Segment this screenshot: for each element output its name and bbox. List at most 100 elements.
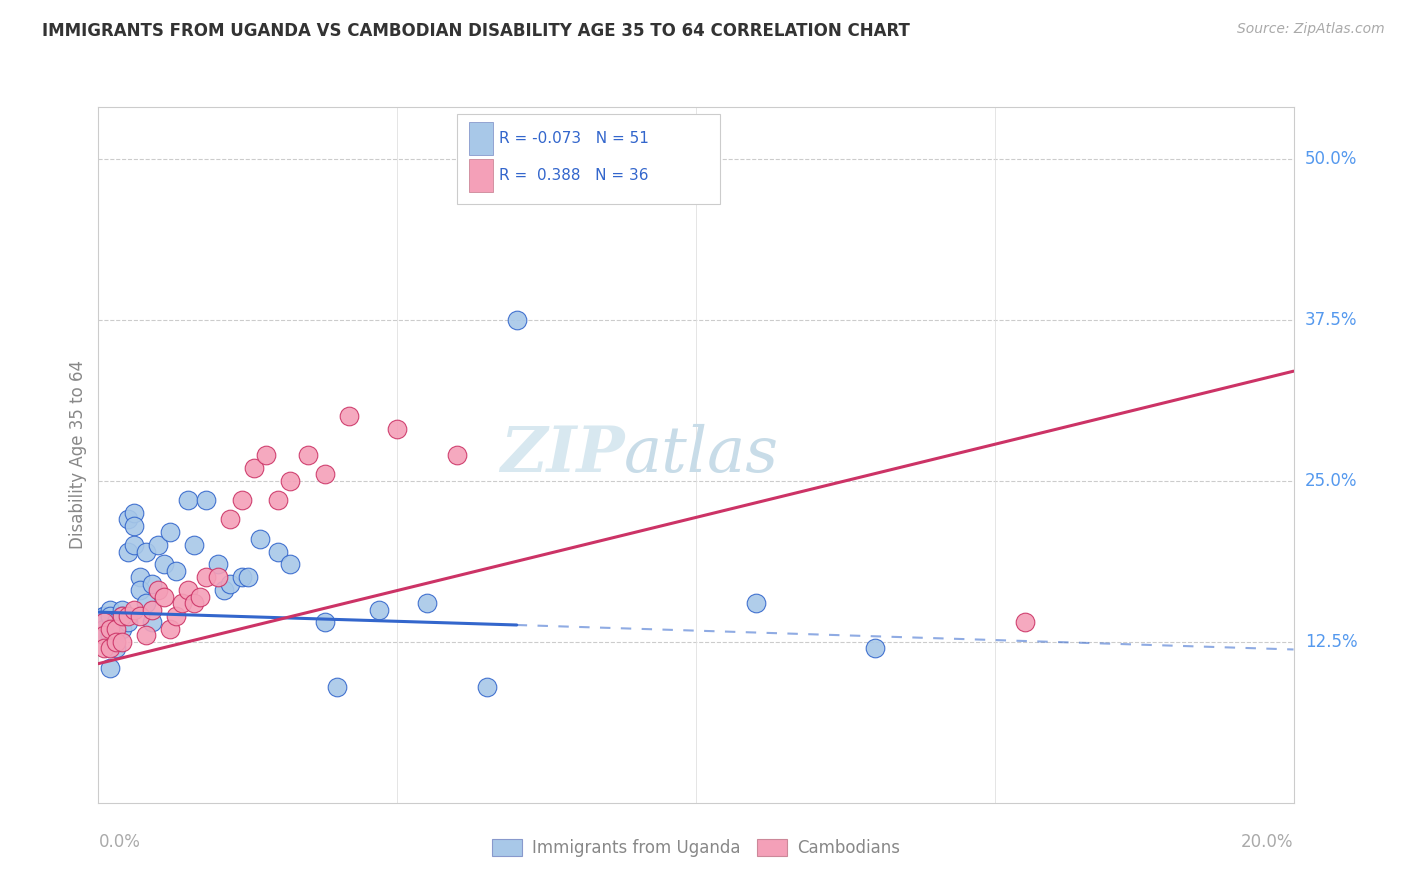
Point — [165, 564, 187, 578]
Y-axis label: Disability Age 35 to 64: Disability Age 35 to 64 — [69, 360, 87, 549]
Point — [297, 448, 319, 462]
Point — [105, 622, 128, 636]
Point — [98, 622, 122, 636]
Point — [111, 622, 134, 636]
Bar — [470, 121, 494, 155]
Point — [111, 634, 134, 648]
Point — [98, 602, 122, 616]
Point — [165, 609, 187, 624]
Point — [141, 602, 163, 616]
Text: R = -0.073   N = 51: R = -0.073 N = 51 — [499, 131, 648, 146]
Point — [135, 544, 157, 558]
Point — [416, 596, 439, 610]
Point — [141, 576, 163, 591]
Point — [207, 570, 229, 584]
Point — [475, 680, 498, 694]
Point — [236, 570, 259, 584]
Point — [124, 602, 146, 616]
Point — [93, 628, 115, 642]
Point — [93, 609, 115, 624]
Text: 20.0%: 20.0% — [1241, 833, 1294, 851]
Point — [177, 493, 200, 508]
Text: IMMIGRANTS FROM UGANDA VS CAMBODIAN DISABILITY AGE 35 TO 64 CORRELATION CHART: IMMIGRANTS FROM UGANDA VS CAMBODIAN DISA… — [42, 22, 910, 40]
Point — [117, 512, 139, 526]
Text: R =  0.388   N = 36: R = 0.388 N = 36 — [499, 168, 648, 183]
Point — [315, 615, 337, 630]
Point — [188, 590, 211, 604]
Point — [207, 558, 229, 572]
Point — [315, 467, 337, 482]
Point — [124, 506, 146, 520]
Point — [446, 448, 468, 462]
Point — [159, 622, 181, 636]
Point — [98, 628, 122, 642]
Point — [93, 609, 115, 624]
Point — [254, 448, 277, 462]
Point — [135, 628, 157, 642]
Text: 37.5%: 37.5% — [1305, 310, 1357, 328]
Point — [141, 615, 163, 630]
Text: 0.0%: 0.0% — [98, 833, 141, 851]
Point — [148, 538, 170, 552]
Text: Source: ZipAtlas.com: Source: ZipAtlas.com — [1237, 22, 1385, 37]
Point — [105, 634, 128, 648]
Point — [231, 493, 253, 508]
Point — [98, 609, 122, 624]
Point — [93, 628, 115, 642]
Point — [267, 493, 290, 508]
Point — [194, 570, 218, 584]
Point — [129, 570, 152, 584]
Point — [111, 602, 134, 616]
Point — [111, 609, 134, 624]
Point — [231, 570, 253, 584]
Point — [506, 312, 529, 326]
Point — [745, 596, 768, 610]
Text: 12.5%: 12.5% — [1305, 632, 1357, 651]
Point — [135, 596, 157, 610]
Point — [243, 460, 266, 475]
Point — [339, 409, 360, 424]
Point — [326, 680, 349, 694]
FancyBboxPatch shape — [457, 114, 720, 204]
Legend: Immigrants from Uganda, Cambodians: Immigrants from Uganda, Cambodians — [485, 832, 907, 864]
Point — [93, 622, 115, 636]
Point — [105, 615, 128, 630]
Point — [124, 538, 146, 552]
Point — [159, 525, 181, 540]
Point — [129, 609, 152, 624]
Text: 50.0%: 50.0% — [1305, 150, 1357, 168]
Point — [1014, 615, 1036, 630]
Point — [194, 493, 218, 508]
Point — [172, 596, 194, 610]
Point — [111, 609, 134, 624]
Point — [249, 532, 271, 546]
Point — [124, 518, 146, 533]
Point — [93, 615, 115, 630]
Point — [278, 558, 301, 572]
Point — [368, 602, 391, 616]
Point — [219, 512, 242, 526]
Text: ZIP: ZIP — [499, 425, 624, 485]
Point — [117, 544, 139, 558]
Point — [98, 641, 122, 656]
Point — [105, 628, 128, 642]
Text: 25.0%: 25.0% — [1305, 472, 1357, 490]
Point — [93, 641, 115, 656]
Point — [153, 558, 176, 572]
Bar — [470, 159, 494, 192]
Point — [183, 596, 205, 610]
Point — [278, 474, 301, 488]
Point — [865, 641, 887, 656]
Point — [117, 615, 139, 630]
Point — [93, 615, 115, 630]
Point — [385, 422, 409, 436]
Point — [98, 660, 122, 674]
Point — [177, 583, 200, 598]
Point — [267, 544, 290, 558]
Point — [212, 583, 235, 598]
Point — [129, 583, 152, 598]
Point — [148, 583, 170, 598]
Point — [105, 641, 128, 656]
Point — [105, 622, 128, 636]
Point — [117, 609, 139, 624]
